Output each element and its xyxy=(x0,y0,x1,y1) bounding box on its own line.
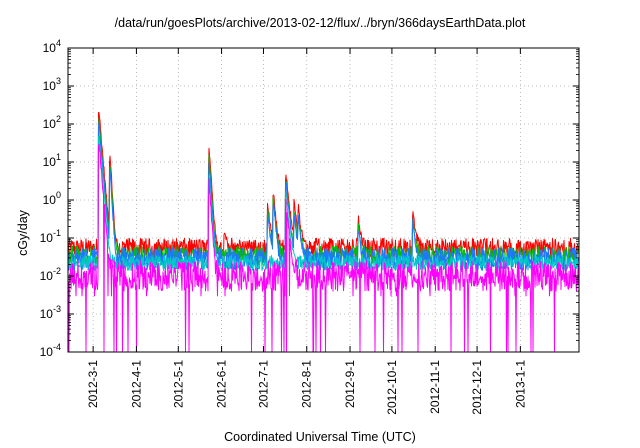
x-tick-label: 2012-3-1 xyxy=(86,360,100,408)
y-tick-label: 103 xyxy=(43,76,61,93)
axis-ticks: 10-4 10-3 10-2 10-1 100 101 102 103 104 2012-3-1 2… xyxy=(40,38,579,415)
x-tick-label: 2012-12-1 xyxy=(470,360,484,415)
y-tick-label: 101 xyxy=(43,152,61,169)
series-lines xyxy=(67,111,580,353)
x-tick-label: 2012-8-1 xyxy=(300,360,314,408)
x-tick-label: 2012-9-1 xyxy=(343,360,357,408)
x-axis-label: Coordinated Universal Time (UTC) xyxy=(224,430,416,444)
x-tick-label: 2012-6-1 xyxy=(215,360,229,408)
series-line-1 xyxy=(67,111,580,258)
y-tick-label: 104 xyxy=(43,38,61,55)
x-tick-label: 2013-1-1 xyxy=(513,360,527,408)
y-tick-label: 100 xyxy=(43,190,61,207)
x-tick-label: 2012-10-1 xyxy=(385,360,399,415)
y-tick-label: 10-4 xyxy=(40,342,61,359)
y-tick-label: 10-1 xyxy=(40,228,61,245)
series-line-4 xyxy=(67,135,580,272)
y-tick-label: 10-2 xyxy=(40,266,61,283)
y-tick-label: 10-3 xyxy=(40,304,61,321)
x-tick-label: 2012-7-1 xyxy=(256,360,270,408)
chart-title: /data/run/goesPlots/archive/2013-02-12/f… xyxy=(114,16,526,30)
x-tick-label: 2012-4-1 xyxy=(129,360,143,408)
x-tick-label: 2012-11-1 xyxy=(428,360,442,414)
grid-lines xyxy=(68,48,579,352)
x-tick-label: 2012-5-1 xyxy=(171,360,185,408)
y-axis-label: cGy/day xyxy=(16,210,30,256)
series-line-5 xyxy=(67,143,580,353)
y-tick-label: 102 xyxy=(43,114,61,131)
